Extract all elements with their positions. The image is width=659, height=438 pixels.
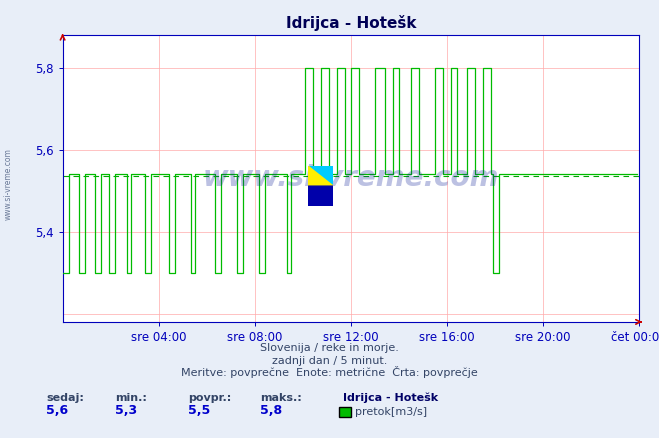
Bar bbox=[308, 166, 321, 186]
Polygon shape bbox=[308, 186, 333, 206]
Text: Idrijca - Hotešk: Idrijca - Hotešk bbox=[343, 392, 438, 403]
Text: zadnji dan / 5 minut.: zadnji dan / 5 minut. bbox=[272, 356, 387, 366]
Text: min.:: min.: bbox=[115, 393, 147, 403]
Text: www.si-vreme.com: www.si-vreme.com bbox=[4, 148, 13, 220]
Polygon shape bbox=[308, 186, 333, 206]
Bar bbox=[321, 166, 333, 186]
Text: Meritve: povprečne  Enote: metrične  Črta: povprečje: Meritve: povprečne Enote: metrične Črta:… bbox=[181, 366, 478, 378]
Text: maks.:: maks.: bbox=[260, 393, 302, 403]
Text: sedaj:: sedaj: bbox=[46, 393, 84, 403]
Text: www.si-vreme.com: www.si-vreme.com bbox=[203, 165, 499, 192]
Text: pretok[m3/s]: pretok[m3/s] bbox=[355, 407, 426, 417]
Text: povpr.:: povpr.: bbox=[188, 393, 231, 403]
Text: Slovenija / reke in morje.: Slovenija / reke in morje. bbox=[260, 343, 399, 353]
Text: 5,6: 5,6 bbox=[46, 404, 69, 417]
Text: 5,3: 5,3 bbox=[115, 404, 138, 417]
Bar bbox=[308, 186, 333, 206]
Polygon shape bbox=[308, 166, 333, 186]
Polygon shape bbox=[308, 166, 333, 186]
Title: Idrijca - Hotešk: Idrijca - Hotešk bbox=[285, 15, 416, 31]
Text: 5,8: 5,8 bbox=[260, 404, 283, 417]
Text: 5,5: 5,5 bbox=[188, 404, 210, 417]
